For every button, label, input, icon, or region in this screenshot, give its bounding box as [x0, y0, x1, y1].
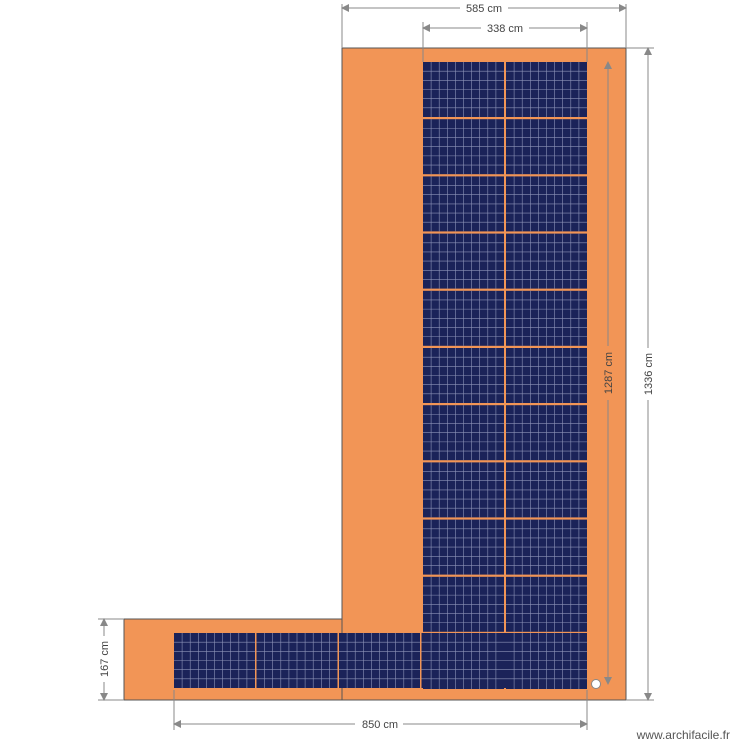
solar-panel — [423, 176, 504, 232]
solar-panel — [506, 176, 587, 232]
solar-panel — [506, 405, 587, 461]
solar-panel — [423, 119, 504, 175]
dimension-bottom: 850 cm — [173, 690, 588, 731]
solar-panel — [256, 633, 338, 688]
solar-panel — [423, 633, 504, 688]
solar-panel — [506, 462, 587, 518]
solar-panel-array — [174, 62, 587, 689]
solar-panel — [423, 576, 504, 632]
solar-panel — [339, 633, 420, 688]
solar-panel — [423, 405, 504, 461]
dimension-top-inner-label: 338 cm — [487, 23, 523, 35]
dimension-left: 167 cm — [97, 618, 124, 701]
dimension-right-inner-label: 1287 cm — [603, 352, 615, 394]
dimension-top-outer: 585 cm — [341, 1, 627, 48]
solar-panel — [423, 233, 504, 289]
solar-panel — [506, 348, 587, 403]
solar-panel — [506, 62, 587, 117]
dimension-right-outer-label: 1336 cm — [643, 353, 655, 395]
solar-panel — [506, 576, 587, 632]
solar-panel — [506, 290, 587, 346]
solar-panel — [174, 633, 255, 688]
solar-panel — [423, 519, 504, 575]
solar-panel — [423, 62, 504, 117]
solar-panel — [423, 462, 504, 518]
solar-panel — [506, 519, 587, 575]
dimension-top-inner: 338 cm — [422, 21, 588, 62]
dimension-top-outer-label: 585 cm — [466, 3, 502, 15]
watermark: www.archifacile.fr — [636, 728, 730, 742]
solar-panel — [423, 290, 504, 346]
dimension-right-inner: 1287 cm — [601, 61, 615, 685]
solar-panel — [423, 348, 504, 403]
solar-panel — [506, 119, 587, 175]
solar-panel — [506, 233, 587, 289]
dimension-bottom-label: 850 cm — [362, 719, 398, 731]
start-point-marker — [591, 679, 601, 689]
dimension-right-outer: 1336 cm — [626, 47, 655, 701]
dimension-left-label: 167 cm — [99, 641, 111, 677]
solar-panel — [506, 633, 587, 688]
